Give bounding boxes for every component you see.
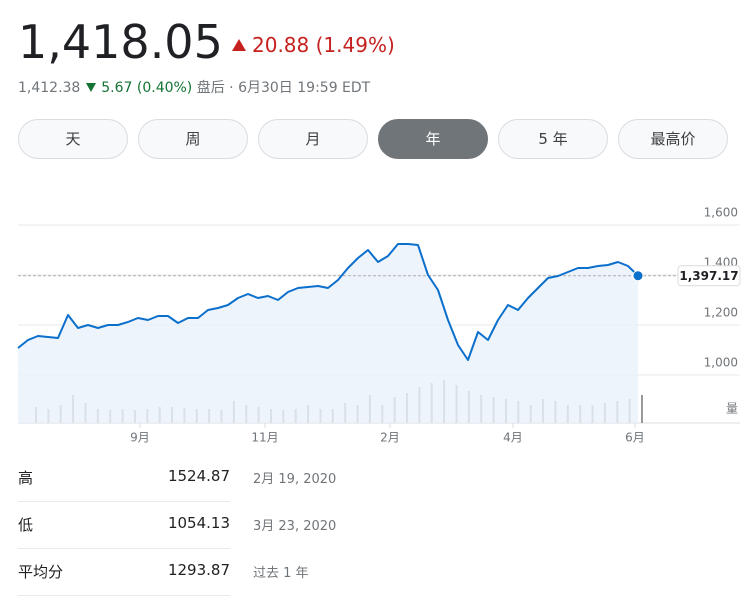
tab[interactable]: 年 [378, 119, 488, 159]
y-tick-label: 1,000 [704, 356, 738, 370]
after-info: 盘后 · 6月30日 19:59 EDT [196, 80, 371, 96]
tab[interactable]: 天 [18, 119, 128, 159]
y-tick-label: 1,200 [704, 306, 738, 320]
x-tick-label: 6月 [625, 431, 645, 445]
stat-label: 低 [18, 516, 34, 534]
x-tick-label: 2月 [380, 431, 400, 445]
stat-label: 高 [18, 469, 34, 487]
stat-value: 1293.87 [167, 561, 230, 579]
x-tick-label: 4月 [503, 431, 523, 445]
stat-value: 1054.13 [167, 514, 230, 532]
price-change: 20.88 (1.49%) [252, 33, 395, 57]
last-price-label: 1,397.17 [679, 269, 738, 283]
last-price-box [677, 265, 741, 287]
price: 1,418.05 [18, 15, 223, 69]
stat-date: 过去 1 年 [253, 566, 309, 581]
stat-value: 1524.87 [167, 467, 230, 485]
volume-label: 量 [726, 402, 738, 416]
tab[interactable]: 周 [138, 119, 248, 159]
after-hours: 1,412.38 5.67 (0.40%) 盘后 · 6月30日 19:59 E… [18, 78, 370, 98]
stat-date: 2月 19, 2020 [253, 472, 337, 487]
after-change: 5.67 (0.40%) [101, 80, 193, 96]
tab[interactable]: 最高价 [618, 119, 728, 159]
stat-row: 低 1054.13 [18, 502, 230, 549]
stat-row: 高 1524.87 [18, 455, 230, 502]
x-tick-label: 11月 [251, 431, 278, 445]
tab[interactable]: 月 [258, 119, 368, 159]
last-price-dot [632, 270, 644, 282]
down-arrow [85, 83, 96, 92]
x-tick-label: 9月 [130, 431, 150, 445]
stat-label: 平均分 [18, 563, 64, 581]
up-arrow [232, 39, 246, 51]
price-line [17, 243, 639, 361]
stat-date: 3月 23, 2020 [253, 519, 337, 534]
price-area [18, 244, 638, 423]
y-tick-label: 1,600 [704, 206, 738, 220]
stat-row: 平均分 1293.87 [18, 549, 230, 596]
volume-bar [641, 395, 643, 423]
tab[interactable]: 5 年 [498, 119, 608, 159]
after-price: 1,412.38 [18, 80, 81, 96]
